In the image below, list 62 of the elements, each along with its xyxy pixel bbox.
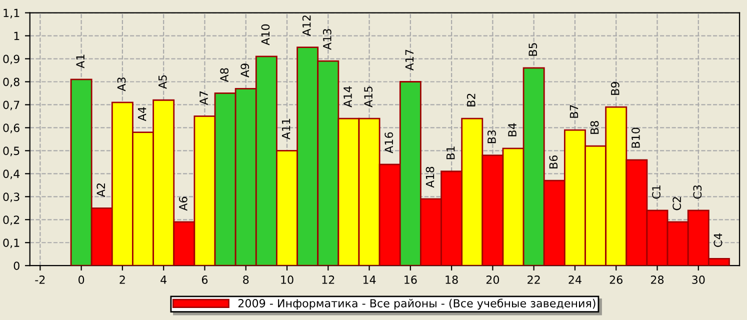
y-tick-label: 0,1 — [3, 238, 20, 248]
annotation: A8 — [220, 68, 229, 82]
annotation: B3 — [488, 130, 496, 144]
annotation: B5 — [528, 43, 538, 56]
y-tick-label: 0,2 — [3, 216, 20, 226]
annotation: C4 — [714, 233, 722, 247]
annotation: B4 — [508, 123, 516, 136]
annotation: A15 — [364, 86, 372, 108]
y-tick-label: 0 — [14, 262, 20, 270]
y-tick-label: 0,4 — [3, 170, 20, 180]
x-tick-label: 6 — [202, 276, 208, 284]
annotation: A3 — [117, 78, 126, 92]
annotation: B7 — [570, 105, 578, 118]
x-tick-label: 12 — [322, 276, 334, 284]
y-tick-label: 0,8 — [3, 78, 20, 88]
annotation: B2 — [466, 94, 476, 106]
x-tick-label: 26 — [610, 276, 622, 284]
x-tick-label: 28 — [650, 276, 664, 284]
annotation: A16 — [384, 132, 394, 154]
annotation: B1 — [446, 146, 455, 160]
annotation: B10 — [632, 128, 640, 148]
y-tick-label: 0,3 — [3, 192, 20, 202]
x-tick-label: 22 — [528, 276, 540, 284]
x-tick-label: 30 — [692, 276, 705, 284]
annotation: A2 — [96, 183, 105, 197]
x-tick-label: 8 — [243, 276, 249, 284]
y-tick-label: 0,9 — [3, 54, 20, 64]
annotation: C3 — [693, 185, 702, 199]
annotation: A9 — [240, 64, 250, 78]
annotation: A18 — [426, 166, 434, 188]
y-tick-label: 1 — [14, 32, 20, 40]
annotation: A4 — [138, 107, 146, 122]
annotation: C2 — [672, 197, 682, 210]
x-tick-label: 18 — [446, 276, 458, 284]
y-tick-label: 0,6 — [3, 124, 20, 134]
x-tick-label: 20 — [486, 276, 500, 284]
y-tick-label: 1,1 — [4, 8, 20, 18]
annotation: B6 — [549, 155, 558, 168]
annotation: A13 — [322, 29, 332, 50]
annotation: A17 — [405, 50, 414, 71]
annotation: A7 — [200, 91, 208, 106]
x-tick-label: 2 — [120, 276, 125, 284]
annotation: A1 — [76, 54, 84, 68]
x-tick-label: 14 — [363, 276, 376, 284]
x-tick-label: 4 — [160, 276, 166, 284]
y-tick-label: 0,7 — [3, 100, 20, 110]
annotation: A11 — [282, 118, 290, 140]
annotation: A5 — [158, 75, 167, 89]
x-tick-label: 16 — [404, 276, 417, 284]
annotation: C1 — [652, 186, 660, 199]
y-tick-label: 0,5 — [3, 146, 20, 156]
annotation: A14 — [344, 86, 352, 108]
annotation: A12 — [302, 16, 311, 36]
annotation: B8 — [590, 121, 599, 134]
x-tick-label: 10 — [281, 276, 294, 284]
annotation: A6 — [178, 196, 188, 211]
text: 2009 - Информатика - Все районы - (Все учебные заведения) — [238, 298, 596, 310]
x-tick-label: 0 — [78, 276, 84, 284]
annotation: A10 — [261, 24, 270, 46]
annotation: B9 — [610, 82, 620, 95]
x-tick-label: -2 — [35, 276, 45, 284]
x-tick-label: 24 — [568, 276, 582, 284]
